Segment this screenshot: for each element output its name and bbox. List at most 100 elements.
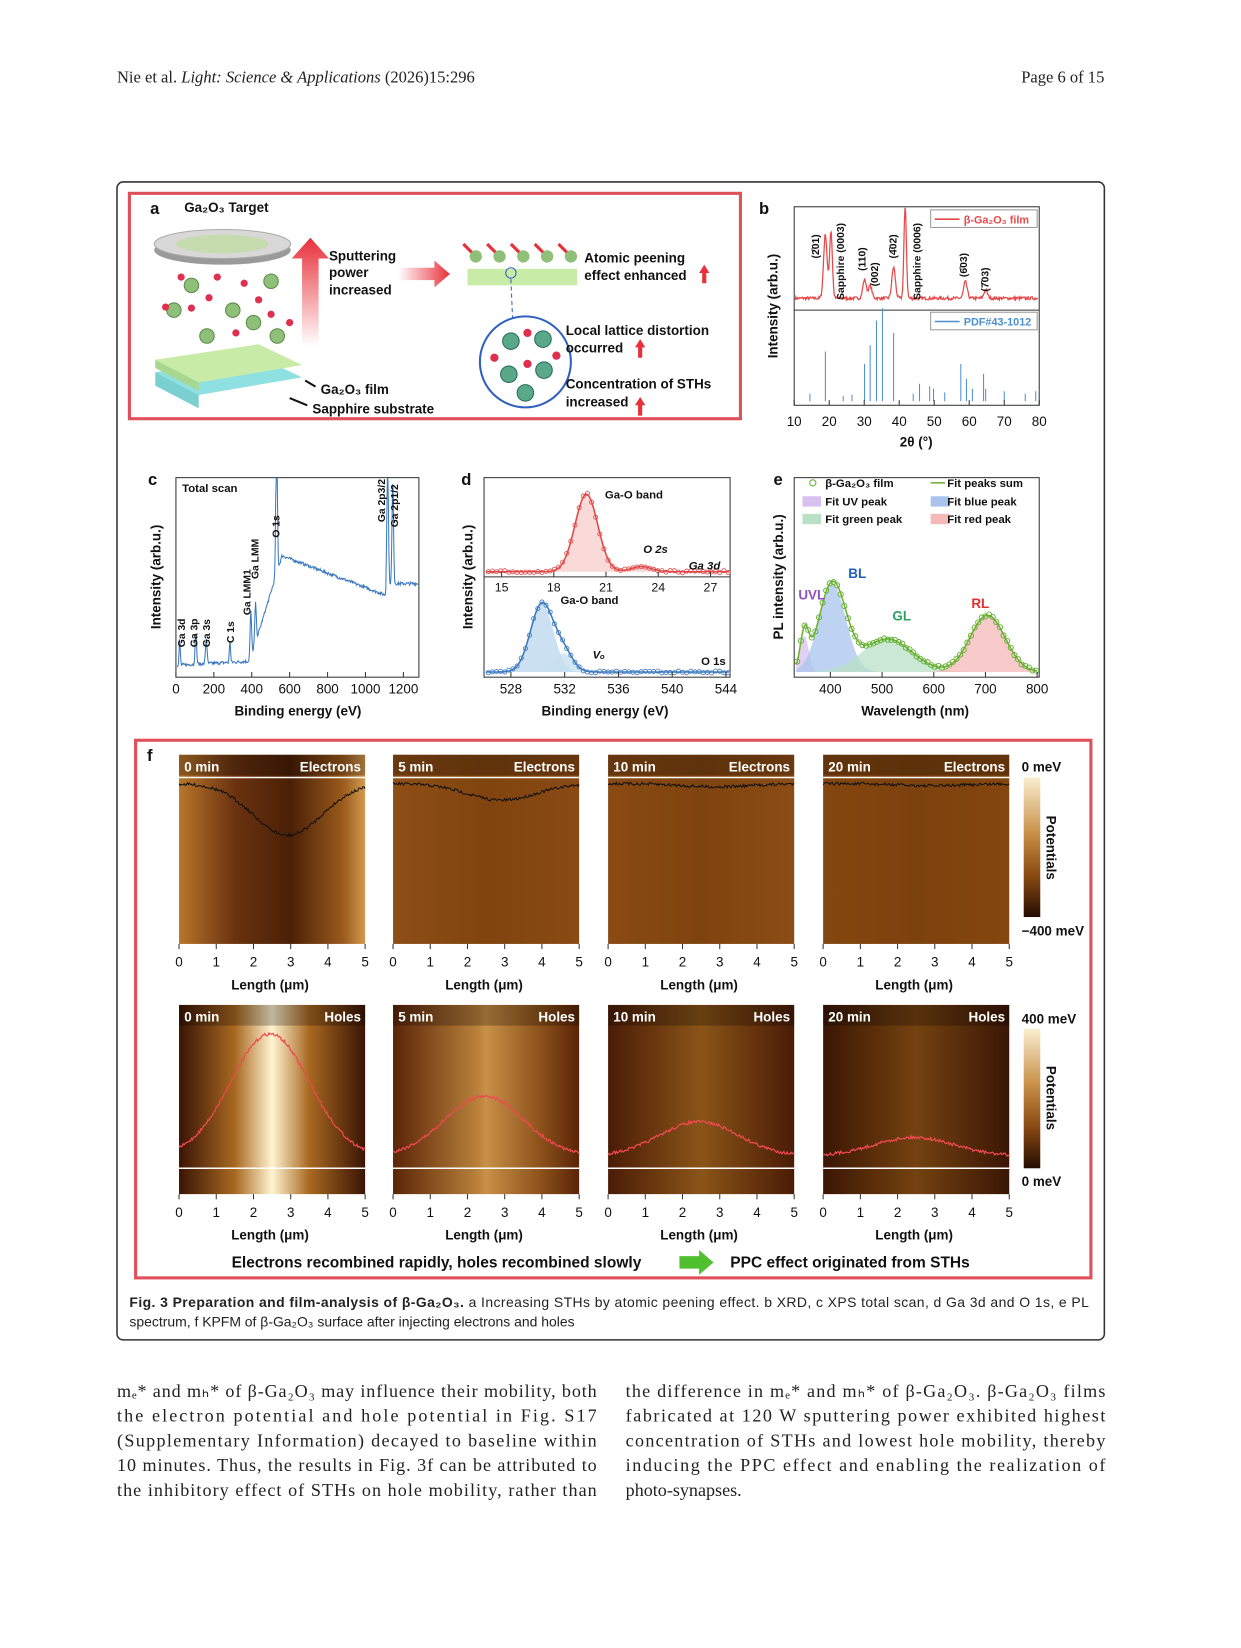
electron-profile — [392, 781, 580, 803]
x-tick-label: 24 — [651, 580, 665, 594]
x-tick-label: 544 — [715, 682, 738, 697]
body-line: (Supplementary Information) decayed to b… — [117, 1430, 597, 1451]
x-tick-label: 2 — [464, 1205, 471, 1220]
atom — [564, 250, 578, 263]
data-marker — [794, 658, 801, 665]
x-tick-label: 2 — [679, 955, 686, 970]
data-marker — [1004, 637, 1011, 644]
label: f — [147, 746, 153, 765]
electron-profile — [178, 781, 366, 838]
oxygen — [286, 318, 294, 327]
data-marker — [993, 619, 1000, 626]
label: 20 min — [828, 1009, 871, 1024]
label: Sapphire (0006) — [912, 223, 923, 300]
label: Length (μm) — [231, 1228, 309, 1243]
data-marker — [978, 614, 985, 621]
data-marker — [527, 632, 533, 638]
data-marker — [920, 658, 927, 665]
label: 20 min — [828, 759, 871, 774]
body-line: concentration of STHs and lowest hole mo… — [626, 1430, 1106, 1450]
label: Fit UV peak — [825, 497, 888, 509]
body-line: the electron potential and hole potentia… — [117, 1406, 597, 1426]
substrate-side — [155, 372, 199, 409]
label: e — [774, 470, 783, 489]
data-marker — [830, 579, 837, 586]
x-tick-label: 15 — [495, 580, 509, 594]
data-marker — [539, 599, 545, 605]
x-tick-label: 0 — [175, 1205, 182, 1220]
data-marker — [560, 637, 566, 643]
data-marker — [547, 609, 553, 615]
label: GL — [892, 608, 911, 623]
x-tick-label: 1200 — [388, 682, 418, 697]
power-arrow — [291, 237, 329, 347]
data-marker — [576, 664, 582, 670]
data-marker — [576, 505, 582, 511]
x-tick-label: 0 — [819, 955, 826, 970]
impact — [533, 242, 545, 254]
label: Ga LMM — [251, 539, 262, 579]
label: 0 meV — [1022, 759, 1062, 774]
label: Ga 3d — [689, 561, 722, 573]
label: Holes — [753, 1009, 790, 1024]
label: Ga 3p — [190, 619, 201, 648]
label: Electrons — [729, 759, 790, 774]
data-marker — [1000, 632, 1007, 639]
impact — [509, 242, 521, 254]
fit-curve — [795, 580, 1038, 672]
data-marker — [609, 563, 615, 569]
x-tick-label: 0 — [604, 1205, 611, 1220]
colorbar — [1023, 1028, 1041, 1169]
x-tick-label: 400 — [819, 682, 841, 697]
x-tick-label: 1000 — [351, 682, 381, 697]
label: occurred — [566, 341, 624, 356]
label: a — [150, 199, 160, 218]
label: Intensity (arb.u.) — [148, 525, 163, 630]
data-marker — [931, 663, 938, 670]
panel-f-frame — [134, 738, 1093, 1280]
x-tick-label: 1 — [857, 1205, 864, 1220]
electron-profile — [607, 781, 795, 790]
body-line: mₑ* and mₕ* of β-Ga₂O₃ may influence the… — [117, 1381, 597, 1401]
atom — [263, 273, 279, 289]
x-tick-label: 3 — [716, 955, 723, 970]
label: Vₒ — [593, 650, 606, 662]
x-tick-label: 4 — [753, 955, 761, 970]
data-marker — [928, 662, 935, 669]
x-tick-label: 4 — [968, 1205, 976, 1220]
data-marker — [560, 559, 566, 565]
data-marker — [805, 626, 812, 633]
atom — [199, 328, 215, 344]
data-marker — [870, 640, 877, 647]
label: Holes — [538, 1009, 575, 1024]
x-tick-label: 0 — [389, 955, 396, 970]
data-marker — [837, 591, 844, 598]
label: (110) — [858, 247, 869, 271]
body-line: photo-synapses. — [626, 1480, 742, 1500]
data-marker — [535, 606, 541, 612]
label: Binding energy (eV) — [234, 703, 361, 718]
label: Electrons — [514, 759, 575, 774]
legend-swatch — [930, 496, 950, 507]
data-marker — [605, 557, 611, 563]
x-tick-label: 3 — [501, 955, 508, 970]
data-marker — [721, 568, 727, 574]
label: Ga 2p3/2 — [377, 479, 388, 522]
data-marker — [852, 633, 859, 640]
label: d — [461, 470, 471, 489]
x-tick-label: 0 — [389, 1205, 396, 1220]
data-marker — [844, 615, 852, 622]
data-marker — [801, 622, 808, 629]
label: (6̄03) — [959, 253, 970, 277]
x-tick-label: 800 — [316, 682, 338, 697]
label: Wavelength (nm) — [861, 703, 969, 718]
data-marker — [572, 659, 578, 665]
label: O 1s — [271, 515, 282, 538]
data-marker — [708, 670, 714, 676]
kpfm-image — [179, 1004, 366, 1195]
x-tick-label: 40 — [892, 414, 907, 429]
plot-frame — [793, 206, 1040, 406]
x-tick-label: 1 — [642, 955, 649, 970]
label: 5 min — [398, 1009, 433, 1024]
label: 0 min — [184, 759, 219, 774]
